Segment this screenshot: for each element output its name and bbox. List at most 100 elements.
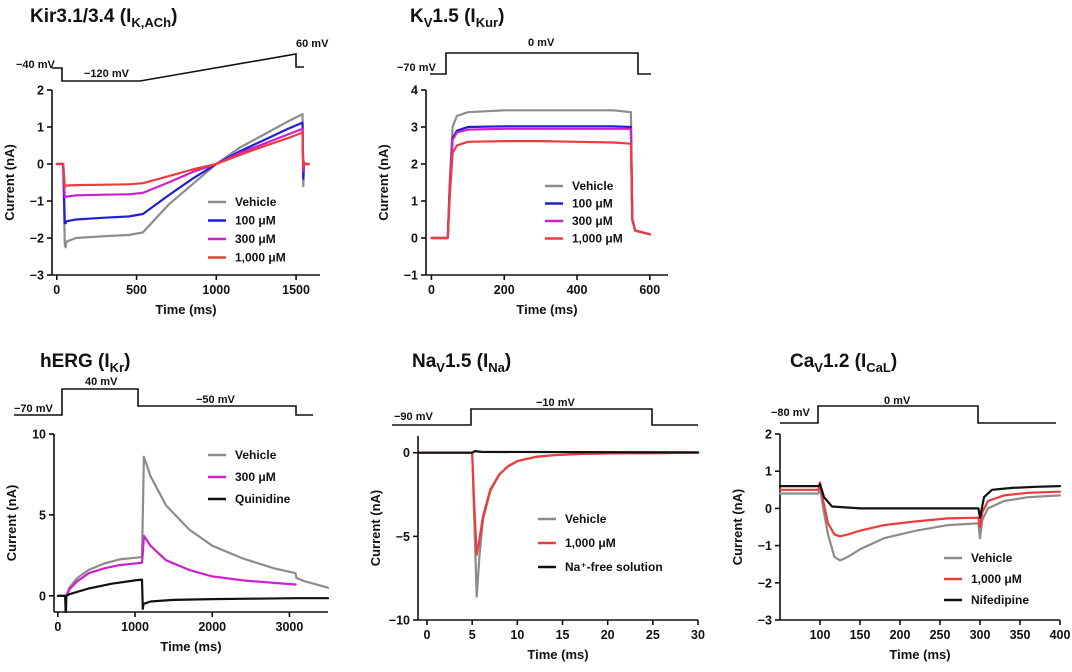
herg-x-tick-label: 1000 <box>121 620 149 634</box>
nav15-x-tick-label: 30 <box>691 628 705 642</box>
kir-y-tick-label: −3 <box>30 269 44 283</box>
cav12-series-2 <box>778 483 1062 519</box>
herg-y-tick-label: 0 <box>39 589 46 603</box>
nav15-series-1 <box>416 451 700 556</box>
herg-series-2 <box>56 578 330 614</box>
kv15-series-3 <box>430 140 651 240</box>
kir-x-tick-label: 1000 <box>202 283 230 297</box>
cav12-y-tick-label: −1 <box>758 539 772 553</box>
cav12-legend-label: Nifedipine <box>971 593 1029 607</box>
panel-kir: Kir3.1/3.4 (IK,ACh) −40 mV −120 mV 60 mV… <box>2 6 329 317</box>
kir-x-tick-label: 1500 <box>282 283 310 297</box>
nav15-x-tick-label: 20 <box>601 628 615 642</box>
kv15-legend-label: 100 μM <box>572 197 613 211</box>
kv15-y-tick-label: −1 <box>404 269 418 283</box>
kir-x-tick-label: 500 <box>126 283 147 297</box>
kir-y-tick-label: −2 <box>30 232 44 246</box>
kv15-legend-label: 1,000 μM <box>572 232 623 246</box>
cav12-protocol-line <box>780 405 1056 424</box>
kir-y-tick-label: 0 <box>37 158 44 172</box>
cav12-protocol-label-step: 0 mV <box>884 395 911 407</box>
kir-protocol-line <box>52 53 304 82</box>
panel-nav15: NaV1.5 (INa) −90 mV −10 mV −10 −5 0 0 5 10 15 2… <box>368 351 705 662</box>
nav15-x-axis-label: Time (ms) <box>527 647 588 662</box>
herg-x-tick-label: 2000 <box>198 620 226 634</box>
nav15-x-tick-label: 25 <box>646 628 660 642</box>
kv15-legend-label: Vehicle <box>572 179 614 193</box>
kv15-protocol-label-step: 0 mV <box>528 37 555 49</box>
cav12-legend-label: Vehicle <box>971 551 1013 565</box>
cav12-x-tick-label: 400 <box>1050 628 1071 642</box>
cav12-y-tick-label: −3 <box>758 614 772 628</box>
kv15-y-axis-label: Current (nA) <box>376 144 391 221</box>
cav12-y-tick-label: 1 <box>765 465 772 479</box>
kv15-y-tick-label: 2 <box>411 158 418 172</box>
cav12-plot: −3 −2 −1 0 1 2 100 150 200 250 300 350 400 Time (ms) C… <box>730 405 1071 662</box>
nav15-x-tick-label: 10 <box>510 628 524 642</box>
kir-series-2 <box>55 127 310 199</box>
herg-legend-label: 300 μM <box>235 470 276 484</box>
herg-y-tick-label: 5 <box>39 508 46 522</box>
cav12-x-tick-label: 350 <box>1010 628 1031 642</box>
herg-plot: 0 5 10 0 1000 2000 3000 Time (ms) Current (nA) Ve… <box>4 388 330 654</box>
kir-y-axis-label: Current (nA) <box>2 144 17 221</box>
panel-cav12: CaV1.2 (ICaL) −80 mV 0 mV −3 −2 −1 0 1 2 100 15… <box>730 351 1070 662</box>
nav15-series-0 <box>416 451 700 598</box>
herg-x-tick-label: 0 <box>54 620 61 634</box>
cav12-x-tick-label: 250 <box>930 628 951 642</box>
kir-protocol-label-step: −120 mV <box>84 68 130 80</box>
kv15-protocol-label-hold: −70 mV <box>397 62 436 74</box>
cav12-y-tick-label: 0 <box>765 502 772 516</box>
nav15-y-tick-label: 0 <box>403 446 410 460</box>
herg-series-0 <box>56 455 330 604</box>
cav12-series-0 <box>778 485 1062 562</box>
kir-y-tick-label: −1 <box>30 195 44 209</box>
nav15-series-2 <box>416 450 700 454</box>
kir-protocol-label-ramp: 60 mV <box>296 38 329 50</box>
nav15-x-tick-label: 0 <box>424 628 431 642</box>
kv15-x-tick-label: 600 <box>639 283 660 297</box>
nav15-x-tick-label: 15 <box>556 628 570 642</box>
nav15-protocol-label-hold: −90 mV <box>394 411 433 423</box>
kir-legend-label: 100 μM <box>235 214 276 228</box>
herg-legend-label: Quinidine <box>235 492 291 506</box>
panel-kv15: KV1.5 (IKur) −70 mV 0 mV −1 0 1 2 3 4 0 200 400 6… <box>376 6 668 317</box>
herg-y-tick-label: 10 <box>32 428 46 442</box>
cav12-legend-label: 1,000 μM <box>971 572 1022 586</box>
kir-plot: −3 −2 −1 0 1 2 0 500 1000 1500 Time (ms) Current (n… <box>2 53 320 317</box>
cav12-x-tick-label: 100 <box>810 628 831 642</box>
cav12-x-tick-label: 150 <box>850 628 871 642</box>
nav15-protocol-label-step: −10 mV <box>536 397 575 409</box>
kir-protocol-label-hold: −40 mV <box>16 59 55 71</box>
nav15-legend-label: Vehicle <box>565 512 607 526</box>
herg-protocol-label-hold: −70 mV <box>14 403 53 415</box>
kv15-y-tick-label: 1 <box>411 195 418 209</box>
kir-series-3 <box>55 131 310 188</box>
kv15-y-tick-label: 4 <box>411 84 418 98</box>
herg-legend-label: Vehicle <box>235 448 277 462</box>
cav12-y-tick-label: 2 <box>765 428 772 442</box>
kv15-protocol-line <box>430 52 651 75</box>
herg-y-axis-label: Current (nA) <box>4 485 19 562</box>
herg-title: hERG (IKr) <box>40 351 130 375</box>
nav15-plot: −10 −5 0 0 5 10 15 20 25 30 Time (ms) Current (nA) V… <box>368 408 705 662</box>
cav12-x-tick-label: 200 <box>890 628 911 642</box>
nav15-legend-label: Na⁺-free solution <box>565 560 663 574</box>
kir-x-tick-label: 0 <box>53 283 60 297</box>
nav15-y-tick-label: −5 <box>396 530 410 544</box>
cav12-protocol-label-hold: −80 mV <box>771 407 810 419</box>
kir-legend-label: Vehicle <box>235 195 277 209</box>
kv15-y-tick-label: 3 <box>411 121 418 135</box>
cav12-y-tick-label: −2 <box>758 576 772 590</box>
herg-protocol-label-tail: −50 mV <box>196 394 235 406</box>
kv15-x-tick-label: 0 <box>428 283 435 297</box>
kv15-title: KV1.5 (IKur) <box>410 6 504 30</box>
kir-y-tick-label: 1 <box>37 121 44 135</box>
cav12-y-axis-label: Current (nA) <box>730 489 745 566</box>
herg-x-tick-label: 3000 <box>276 620 304 634</box>
panel-herg: hERG (IKr) −70 mV 40 mV −50 mV 0 5 10 0 1000… <box>4 351 330 654</box>
kir-legend-label: 300 μM <box>235 232 276 246</box>
nav15-y-tick-label: −10 <box>389 614 410 628</box>
cav12-series-1 <box>778 481 1062 538</box>
